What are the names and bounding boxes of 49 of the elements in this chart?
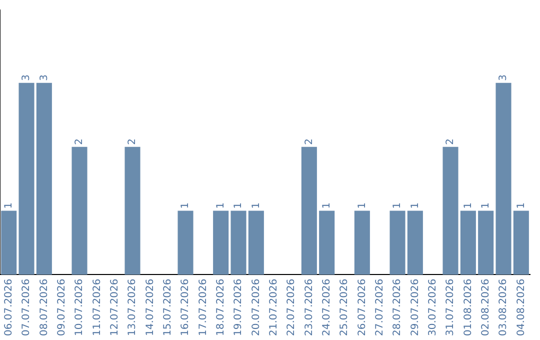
x-tick-label: 18.07.2026 [215, 278, 226, 336]
x-tick-label: 09.07.2026 [56, 278, 68, 336]
x-tick-label: 10.07.2026 [74, 278, 86, 336]
data-label: 1 [3, 202, 14, 209]
data-label: 3 [21, 74, 32, 81]
data-label: 2 [445, 138, 456, 145]
x-tick-label: 08.07.2026 [38, 278, 50, 336]
x-tick-label: 23.07.2026 [304, 278, 315, 336]
data-label: 1 [462, 202, 474, 209]
data-label: 1 [321, 202, 332, 209]
x-tick-label: 24.07.2026 [321, 278, 332, 336]
data-label: 2 [74, 138, 86, 145]
x-tick-label: 15.07.2026 [162, 278, 174, 336]
x-tick-label: 27.07.2026 [374, 278, 386, 336]
x-tick-label: 02.08.2026 [480, 278, 492, 336]
x-tick-label: 21.07.2026 [268, 278, 280, 336]
x-tick-label: 31.07.2026 [445, 278, 456, 336]
data-label: 1 [356, 202, 368, 209]
x-tick-label: 26.07.2026 [356, 278, 368, 336]
x-tick-label: 03.08.2026 [498, 278, 510, 336]
data-label: 1 [480, 202, 492, 209]
x-tick-label: 16.07.2026 [180, 278, 192, 336]
x-tick-label: 01.08.2026 [462, 278, 474, 336]
x-tick-label: 29.07.2026 [410, 278, 421, 336]
data-label: 3 [498, 74, 510, 81]
data-label: 1 [180, 202, 192, 209]
x-tick-label: 14.07.2026 [144, 278, 156, 336]
data-label: 1 [215, 202, 226, 209]
data-label: 2 [127, 138, 138, 145]
data-label: 1 [410, 202, 421, 209]
x-tick-label: 06.07.2026 [3, 278, 14, 336]
x-tick-label: 13.07.2026 [127, 278, 138, 336]
x-tick-label: 22.07.2026 [286, 278, 298, 336]
x-tick-label: 07.07.2026 [21, 278, 32, 336]
data-label: 1 [516, 202, 527, 209]
x-tick-label: 20.07.2026 [250, 278, 262, 336]
x-tick-label: 25.07.2026 [339, 278, 350, 336]
x-tick-label: 12.07.2026 [109, 278, 120, 336]
x-tick-label: 30.07.2026 [427, 278, 438, 336]
x-tick-label: 19.07.2026 [233, 278, 244, 336]
data-label: 1 [233, 202, 244, 209]
x-tick-label: 28.07.2026 [392, 278, 404, 336]
data-label: 2 [304, 138, 315, 145]
data-label: 1 [392, 202, 404, 209]
x-tick-label: 04.08.2026 [516, 278, 527, 336]
data-label: 1 [250, 202, 262, 209]
x-tick-label: 11.07.2026 [92, 278, 103, 336]
x-tick-label: 17.07.2026 [198, 278, 209, 336]
data-label: 3 [38, 74, 50, 81]
